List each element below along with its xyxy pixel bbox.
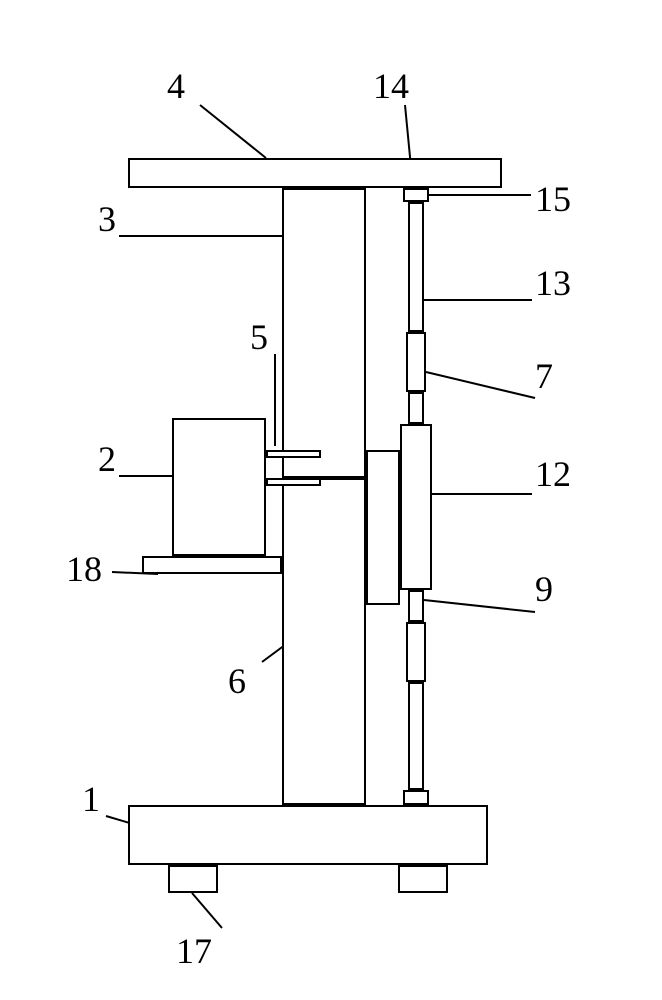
tag-9: 9 [535, 568, 553, 610]
part-column_lower [282, 478, 366, 805]
part-rack [400, 424, 432, 590]
part-foot_right [398, 865, 448, 893]
tag-12: 12 [535, 453, 571, 495]
part-rod_bot [408, 682, 424, 790]
part-slide [366, 450, 400, 605]
tag-1: 1 [82, 778, 100, 820]
lead-t17 [192, 893, 222, 928]
tag-14: 14 [373, 65, 409, 107]
part-rod_coupler_t [406, 332, 426, 392]
part-rod_inner_b [408, 590, 424, 622]
tag-3: 3 [98, 198, 116, 240]
part-motor [172, 418, 266, 556]
tag-13: 13 [535, 262, 571, 304]
lead-t7 [426, 372, 535, 398]
part-column_upper [282, 188, 366, 478]
tag-17: 17 [176, 930, 212, 972]
part-shelf [142, 556, 282, 574]
tag-7: 7 [535, 355, 553, 397]
part-link_upper [266, 450, 321, 458]
tag-6: 6 [228, 660, 246, 702]
part-rod_inner_t [408, 392, 424, 424]
tag-2: 2 [98, 438, 116, 480]
part-rod_cap_bot [403, 790, 429, 805]
tag-5: 5 [250, 316, 268, 358]
tag-18: 18 [66, 548, 102, 590]
part-link_lower [266, 478, 321, 486]
part-top_plate [128, 158, 502, 188]
tag-15: 15 [535, 178, 571, 220]
part-foot_left [168, 865, 218, 893]
part-rod_cap_top [403, 188, 429, 202]
part-rod_top [408, 202, 424, 332]
part-base [128, 805, 488, 865]
part-rod_coupler_b [406, 622, 426, 682]
lead-t9 [424, 600, 535, 612]
lead-t4 [200, 105, 266, 158]
tag-4: 4 [167, 65, 185, 107]
diagram-stage: 4 14 3 15 13 5 7 2 12 18 9 6 1 17 [0, 0, 662, 1000]
